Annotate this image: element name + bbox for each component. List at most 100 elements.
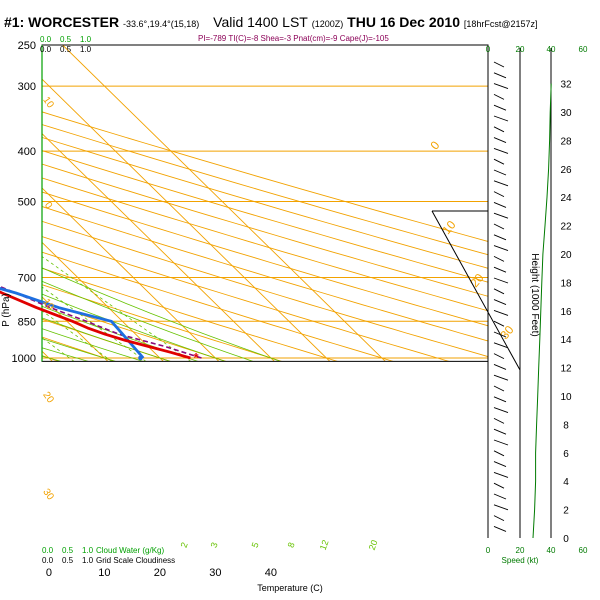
mixing-ratio-label: 3 bbox=[209, 541, 220, 549]
forecast-date: THU 16 Dec 2010 bbox=[347, 14, 460, 30]
wind-barb bbox=[493, 288, 505, 295]
wind-barb bbox=[493, 320, 505, 327]
mixing-ratio-label: 8 bbox=[286, 541, 297, 549]
wind-barb bbox=[493, 83, 509, 90]
speed-tick-bottom: 20 bbox=[516, 546, 525, 555]
temperature-tick-label: 40 bbox=[265, 567, 277, 579]
wind-barb bbox=[493, 299, 507, 306]
mixing-ratio-line bbox=[42, 337, 75, 362]
cloudiness-tick: 0.5 bbox=[62, 556, 74, 565]
moist-adiabat bbox=[42, 305, 199, 362]
wind-barb bbox=[493, 417, 505, 424]
mixing-ratio-label: 2 bbox=[179, 541, 190, 549]
dry-adiabat bbox=[42, 150, 488, 283]
moist-adiabat bbox=[42, 317, 171, 362]
valid-time: Valid 1400 LST bbox=[213, 14, 308, 30]
wind-barb bbox=[493, 385, 505, 392]
cloud-water-tick: 1.0 bbox=[82, 546, 94, 555]
temperature-line bbox=[0, 290, 191, 360]
wind-barb bbox=[493, 212, 509, 219]
station-name: #1: WORCESTER bbox=[4, 14, 120, 30]
height-tick-label: 30 bbox=[560, 108, 572, 119]
wind-barb bbox=[493, 407, 509, 414]
dry-adiabat bbox=[42, 163, 488, 297]
wind-barb bbox=[493, 353, 505, 360]
x-axis-label: Temperature (C) bbox=[257, 583, 323, 593]
wind-barb bbox=[493, 525, 507, 532]
dry-adiabat bbox=[42, 111, 488, 242]
wind-barb bbox=[493, 137, 507, 144]
wind-barb bbox=[493, 374, 509, 381]
moist-adiabat bbox=[42, 328, 144, 362]
dry-adiabat bbox=[42, 191, 488, 327]
wind-barb bbox=[493, 61, 505, 68]
isotherm-left-label: 0 bbox=[42, 200, 54, 211]
forecast-run: [18hrFcst@2157z] bbox=[463, 19, 538, 29]
isotherm-left-label: 10 bbox=[40, 95, 56, 111]
wind-barb bbox=[493, 471, 509, 478]
temperature-tick-label: 10 bbox=[98, 567, 110, 579]
dry-adiabat bbox=[42, 236, 450, 362]
temperature-tick-label: 30 bbox=[209, 567, 221, 579]
dry-adiabat bbox=[42, 220, 488, 358]
pressure-tick-label: 400 bbox=[18, 146, 36, 158]
dry-adiabat bbox=[42, 284, 282, 362]
wind-barb bbox=[493, 72, 507, 79]
plot-frame bbox=[41, 44, 489, 362]
wind-barb bbox=[493, 439, 509, 446]
height-tick-label: 28 bbox=[560, 136, 572, 147]
top-black-tick: 1.0 bbox=[80, 45, 92, 54]
wind-barb bbox=[493, 515, 505, 522]
dewpoint-line bbox=[0, 287, 145, 359]
y-axis-label: P (hPa) bbox=[1, 293, 12, 327]
pressure-tick-label: 500 bbox=[18, 197, 36, 209]
station-coords: -33.6°,19.4°(15,18) bbox=[123, 19, 200, 29]
wind-barb bbox=[493, 450, 505, 457]
cloud-water-tick: 0.5 bbox=[62, 546, 74, 555]
wind-barb bbox=[493, 201, 507, 208]
top-green-tick: 1.0 bbox=[80, 35, 92, 44]
isotherm-line bbox=[42, 132, 275, 362]
mixing-ratio-line bbox=[42, 310, 113, 362]
wind-barb bbox=[493, 234, 507, 241]
grid-lines bbox=[41, 44, 489, 362]
cloudiness-tick: 1.0 bbox=[82, 556, 94, 565]
moist-adiabat bbox=[42, 355, 62, 362]
height-tick-label: 12 bbox=[560, 364, 572, 375]
height-tick-label: 16 bbox=[560, 307, 572, 318]
wind-barb bbox=[493, 245, 509, 252]
height-tick-label: 18 bbox=[560, 278, 572, 289]
panel-connector bbox=[431, 210, 521, 371]
pressure-tick-label: 1000 bbox=[12, 353, 36, 365]
mixing-ratio-label: 12 bbox=[318, 539, 331, 552]
moist-adiabat bbox=[42, 267, 281, 362]
wind-barb bbox=[493, 266, 507, 273]
wind-barb bbox=[493, 504, 509, 511]
speed-axis-label: Speed (kt) bbox=[502, 556, 539, 565]
dry-adiabat bbox=[42, 267, 338, 362]
height-axis-label: Height (1000 Feet) bbox=[529, 253, 540, 336]
wind-barb bbox=[493, 342, 509, 349]
wind-barb bbox=[493, 104, 507, 111]
isotherm-right-label: 0 bbox=[427, 138, 442, 152]
wind-barb bbox=[493, 309, 509, 316]
height-tick-label: 26 bbox=[560, 165, 572, 176]
top-green-tick: 0.5 bbox=[60, 35, 72, 44]
dry-adiabat bbox=[42, 136, 488, 269]
temperature-tick-label: 20 bbox=[154, 567, 166, 579]
isotherm-left-label: 20 bbox=[40, 390, 56, 406]
surface-temperature-marker: * bbox=[193, 350, 199, 365]
dry-adiabat bbox=[42, 124, 488, 256]
wind-barb bbox=[493, 169, 507, 176]
wind-barb bbox=[493, 363, 507, 370]
pressure-tick-label: 850 bbox=[18, 316, 36, 328]
wind-barb bbox=[493, 255, 505, 262]
pressure-tick-label: 300 bbox=[18, 81, 36, 93]
wind-barb bbox=[493, 396, 507, 403]
mixing-ratio-label: 5 bbox=[250, 541, 261, 549]
dry-adiabat bbox=[42, 206, 488, 342]
top-black-tick: 0.0 bbox=[40, 45, 52, 54]
wind-barb bbox=[493, 147, 509, 154]
isotherm-left-label: 30 bbox=[40, 487, 56, 503]
height-tick-label: 4 bbox=[563, 477, 569, 488]
